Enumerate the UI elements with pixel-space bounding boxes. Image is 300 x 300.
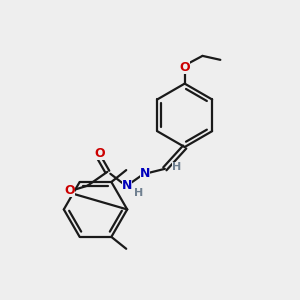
Text: O: O	[64, 184, 75, 197]
Text: O: O	[94, 148, 105, 160]
Text: N: N	[140, 167, 150, 180]
Text: H: H	[172, 162, 182, 172]
Text: N: N	[122, 179, 132, 192]
Text: H: H	[134, 188, 144, 198]
Text: O: O	[179, 61, 190, 74]
